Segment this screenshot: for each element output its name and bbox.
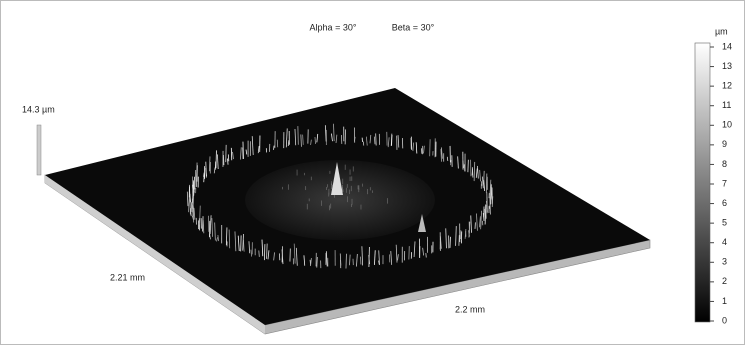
spike — [340, 253, 341, 265]
colorbar-tick-label: 5 — [722, 218, 727, 228]
colorbar-tick-label: 9 — [722, 139, 727, 149]
z-axis-bar — [37, 125, 41, 175]
spike — [491, 184, 492, 204]
colorbar-tick-label: 12 — [722, 81, 732, 91]
spike — [447, 157, 448, 161]
colorbar-tick-label: 1 — [722, 296, 727, 306]
colorbar-unit: µm — [715, 26, 728, 36]
z-label: 14.3 µm — [22, 104, 55, 114]
y-label: 2.2 mm — [455, 304, 485, 314]
surface-view: Alpha = 30° Beta = 30° 14.3 µm 2.21 mm 2… — [0, 0, 745, 345]
spike — [486, 174, 487, 193]
x-label: 2.21 mm — [110, 272, 145, 282]
colorbar-tick-label: 11 — [722, 100, 731, 110]
spike — [191, 202, 192, 212]
colorbar-tick-label: 14 — [722, 41, 732, 51]
spike — [490, 196, 491, 214]
colorbar-tick-label: 6 — [722, 198, 727, 208]
colorbar-tick-label: 0 — [722, 315, 727, 325]
colorbar-tick-label: 2 — [722, 276, 727, 286]
colorbar-tick-label: 4 — [722, 237, 727, 247]
spike — [376, 133, 377, 145]
colorbar — [695, 43, 710, 322]
spike — [216, 150, 217, 168]
beta-label: Beta = 30° — [392, 22, 435, 32]
spike — [282, 246, 283, 262]
inner-region — [245, 160, 435, 240]
colorbar-tick-label: 3 — [722, 257, 727, 267]
colorbar-tick-label: 7 — [722, 178, 727, 188]
colorbar-tick-label: 8 — [722, 159, 727, 169]
colorbar-tick-label: 13 — [722, 61, 732, 71]
spike — [228, 159, 229, 165]
alpha-label: Alpha = 30° — [310, 22, 357, 32]
colorbar-tick-label: 10 — [722, 120, 732, 130]
